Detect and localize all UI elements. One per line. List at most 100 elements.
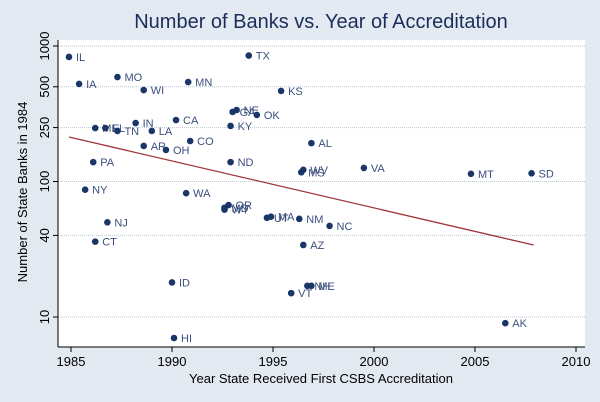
data-point-id bbox=[168, 279, 176, 286]
point-label-co: CO bbox=[197, 136, 214, 148]
point-label-ia: IA bbox=[86, 79, 97, 91]
x-ticks: 1985 1990 1995 2000 2005 2010 bbox=[57, 347, 591, 369]
data-point-nj bbox=[104, 218, 111, 226]
data-point-ms bbox=[297, 168, 305, 176]
point-label-nh: NH bbox=[314, 281, 330, 293]
y-tick-label: 10 bbox=[37, 310, 52, 324]
y-tick-label: 250 bbox=[37, 117, 52, 139]
point-label-vt: VT bbox=[298, 288, 312, 300]
data-point-me bbox=[308, 282, 315, 290]
point-label-wv: WV bbox=[310, 165, 328, 177]
point-label-ca: CA bbox=[183, 115, 199, 127]
data-point-ny bbox=[81, 186, 89, 193]
y-tick-label: 40 bbox=[37, 228, 52, 242]
data-point-mt bbox=[467, 170, 475, 178]
data-point-hi bbox=[170, 334, 178, 342]
data-point-ar bbox=[140, 142, 148, 150]
point-label-va: VA bbox=[371, 163, 386, 175]
point-label-nm: NM bbox=[306, 214, 323, 226]
data-point-ct bbox=[91, 238, 99, 245]
data-point-az bbox=[300, 241, 307, 249]
point-label-tn: TN bbox=[124, 126, 139, 138]
y-ticks: 10 40 100 250 500 1000 bbox=[37, 32, 58, 324]
data-point-ok bbox=[253, 111, 261, 119]
x-tick-label: 1995 bbox=[259, 354, 288, 369]
y-axis-title: Number of State Banks in 1984 bbox=[15, 102, 30, 283]
point-label-mn: MN bbox=[195, 77, 212, 89]
chart-title: Number of Banks vs. Year of Accreditatio… bbox=[134, 11, 508, 33]
data-point-va bbox=[360, 164, 368, 172]
data-point-la bbox=[148, 127, 156, 135]
data-point-wy bbox=[221, 206, 228, 213]
data-point-nm bbox=[295, 215, 303, 223]
point-label-az: AZ bbox=[310, 240, 324, 252]
point-label-ms: MS bbox=[308, 167, 325, 179]
point-label-in: IN bbox=[143, 118, 154, 130]
data-point-fl bbox=[102, 124, 109, 132]
point-label-nc: NC bbox=[337, 221, 353, 233]
fit-line-group bbox=[68, 136, 534, 246]
data-point-co bbox=[186, 137, 194, 145]
point-label-wa: WA bbox=[193, 188, 211, 200]
data-point-il bbox=[65, 53, 73, 61]
data-point-al bbox=[308, 139, 315, 147]
data-point-sd bbox=[528, 169, 535, 177]
points-group: ILIAMOWIMNTXKSNEGAOKKYCAINLAMIFLTNAROHCO… bbox=[65, 51, 554, 345]
point-label-wi: WI bbox=[151, 85, 164, 97]
point-label-nd: ND bbox=[238, 157, 254, 169]
y-tick-label: 500 bbox=[37, 76, 52, 98]
data-point-mo bbox=[114, 73, 121, 81]
data-point-pa bbox=[89, 158, 97, 166]
data-point-oh bbox=[162, 146, 170, 154]
point-label-ar: AR bbox=[151, 141, 166, 153]
point-label-ok: OK bbox=[264, 110, 281, 122]
data-point-ks bbox=[277, 87, 285, 95]
point-label-ak: AK bbox=[512, 318, 527, 330]
point-label-nj: NJ bbox=[114, 217, 127, 229]
x-tick-label: 2000 bbox=[360, 354, 389, 369]
x-axis-title: Year State Received First CSBS Accredita… bbox=[189, 371, 453, 386]
data-point-nc bbox=[326, 222, 333, 230]
point-label-hi: HI bbox=[181, 333, 192, 345]
point-label-tx: TX bbox=[256, 51, 271, 63]
x-tick-label: 1990 bbox=[158, 354, 187, 369]
point-label-sd: SD bbox=[539, 168, 554, 180]
point-label-ny: NY bbox=[92, 185, 108, 197]
point-label-ut: UT bbox=[274, 213, 289, 225]
point-label-oh: OH bbox=[173, 145, 190, 157]
x-tick-label: 2010 bbox=[562, 354, 591, 369]
data-point-nd bbox=[227, 158, 234, 166]
y-tick-label: 1000 bbox=[37, 32, 52, 61]
data-point-wa bbox=[182, 189, 190, 197]
data-point-ak bbox=[502, 319, 509, 327]
y-tick-label: 100 bbox=[37, 171, 52, 193]
point-label-mt: MT bbox=[478, 169, 494, 181]
point-label-ky: KY bbox=[238, 121, 253, 133]
x-tick-label: 1985 bbox=[57, 354, 86, 369]
data-point-wi bbox=[140, 86, 148, 94]
data-point-ma bbox=[267, 213, 275, 220]
point-label-pa: PA bbox=[100, 157, 115, 169]
point-label-ct: CT bbox=[102, 237, 117, 249]
point-label-or: OR bbox=[236, 200, 253, 212]
point-label-wy: WY bbox=[232, 205, 250, 217]
point-label-ks: KS bbox=[288, 86, 303, 98]
plot-area bbox=[58, 40, 585, 347]
data-point-ky bbox=[227, 122, 234, 130]
x-tick-label: 2005 bbox=[461, 354, 490, 369]
point-label-mo: MO bbox=[124, 72, 142, 84]
point-label-la: LA bbox=[159, 126, 173, 138]
point-label-me: ME bbox=[318, 281, 335, 293]
point-label-id: ID bbox=[179, 277, 190, 289]
data-point-ca bbox=[172, 116, 180, 124]
data-point-tx bbox=[245, 52, 253, 59]
point-label-al: AL bbox=[318, 138, 331, 150]
fit-line bbox=[68, 136, 534, 246]
point-label-il: IL bbox=[76, 52, 85, 64]
point-label-ga: GA bbox=[240, 107, 257, 119]
point-label-md: MD bbox=[232, 203, 249, 215]
data-point-ia bbox=[75, 80, 83, 88]
data-point-mi bbox=[91, 124, 99, 132]
data-point-tn bbox=[114, 127, 121, 135]
